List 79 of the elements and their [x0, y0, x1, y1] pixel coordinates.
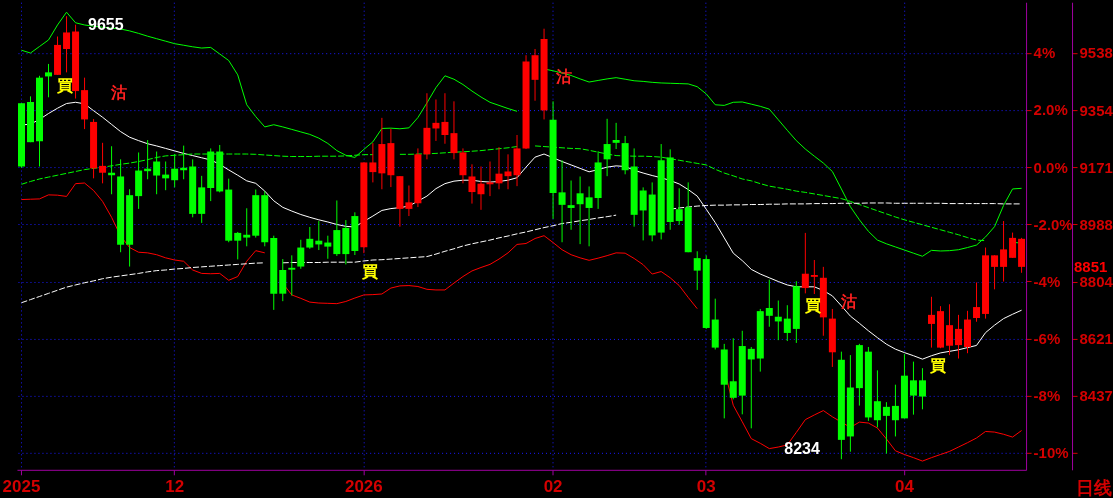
candlestick	[810, 259, 818, 295]
candlestick	[891, 384, 899, 437]
candlestick	[288, 254, 296, 297]
candlestick	[333, 199, 341, 257]
annotation: 沽	[840, 293, 858, 311]
annotation: 沽	[554, 68, 572, 86]
candlestick	[468, 163, 476, 205]
candlestick	[693, 250, 701, 291]
y2-tick-label: 4%	[1033, 44, 1056, 62]
y2-tick-label: 0.0%	[1033, 158, 1068, 176]
candlestick	[63, 15, 71, 73]
candlestick	[747, 346, 755, 429]
y2-tick-label: -10%	[1033, 444, 1069, 462]
text: 日线	[1076, 477, 1113, 498]
x-tick-label: 12	[165, 477, 185, 497]
candlestick	[45, 63, 53, 98]
candlestick	[801, 232, 809, 294]
candlestick	[405, 185, 413, 217]
candlestick	[504, 153, 512, 190]
candlestick	[991, 254, 999, 290]
candlestick	[576, 175, 584, 245]
x-tick-label: 04	[895, 477, 915, 497]
x-tick-label: 2026	[344, 477, 383, 497]
candlestick	[946, 303, 953, 356]
candlestick	[873, 369, 881, 428]
candlestick	[171, 153, 179, 188]
candlestick	[306, 226, 314, 250]
y-tick-label: 8621	[1079, 330, 1113, 348]
y-tick-label: 9538	[1079, 44, 1113, 62]
candlestick	[1009, 232, 1017, 259]
x-tick-label: 03	[696, 477, 716, 497]
candlestick	[441, 92, 449, 145]
y-tick-label: 9354	[1079, 101, 1113, 119]
annotation: 沽	[109, 84, 127, 102]
candlestick	[783, 304, 791, 342]
annotation: 買	[929, 356, 947, 374]
candlestick	[243, 207, 251, 247]
candlestick	[477, 166, 485, 211]
x-tick-label: 02	[543, 477, 563, 497]
y2-tick-label: -6%	[1033, 330, 1061, 348]
candlestick	[955, 314, 962, 360]
candlestick	[612, 122, 620, 150]
candlestick	[1000, 220, 1008, 283]
candlestick	[486, 161, 494, 197]
candlestick	[882, 401, 890, 455]
candlestick	[459, 147, 467, 184]
candlestick	[279, 258, 287, 302]
candlestick	[99, 142, 107, 184]
candlestick	[369, 142, 377, 183]
candlestick	[973, 281, 981, 323]
y-tick-label: 8437	[1079, 387, 1113, 405]
candlestick	[558, 159, 566, 243]
candlestick	[495, 146, 503, 190]
candlestick	[297, 239, 305, 270]
candlestick	[909, 361, 917, 416]
candlestick	[153, 151, 161, 195]
text: 8851	[1074, 257, 1108, 275]
candlestick	[324, 235, 332, 260]
candlestick	[567, 180, 575, 231]
annotation: 買	[361, 263, 379, 281]
candlestick	[765, 279, 773, 328]
y-tick-label: 8988	[1079, 215, 1113, 233]
candlestick	[729, 337, 737, 400]
candlestick	[918, 367, 926, 410]
candlestick	[234, 231, 242, 260]
y2-tick-label: -4%	[1033, 272, 1061, 290]
y2-tick-label: -8%	[1033, 387, 1061, 405]
candlestick	[927, 296, 935, 349]
x-tick-label: 2025	[2, 477, 41, 497]
candlestick	[639, 186, 647, 241]
y2-tick-label: 2.0%	[1033, 101, 1068, 119]
annotation: 8234	[784, 440, 820, 458]
y2-tick-label: -2.0%	[1033, 215, 1073, 233]
candlestick	[432, 98, 440, 142]
candlestick	[675, 187, 683, 226]
y-tick-label: 9171	[1079, 158, 1113, 176]
y-tick-label: 8804	[1079, 273, 1113, 291]
candlestick	[450, 100, 458, 160]
candlestick	[585, 185, 593, 247]
